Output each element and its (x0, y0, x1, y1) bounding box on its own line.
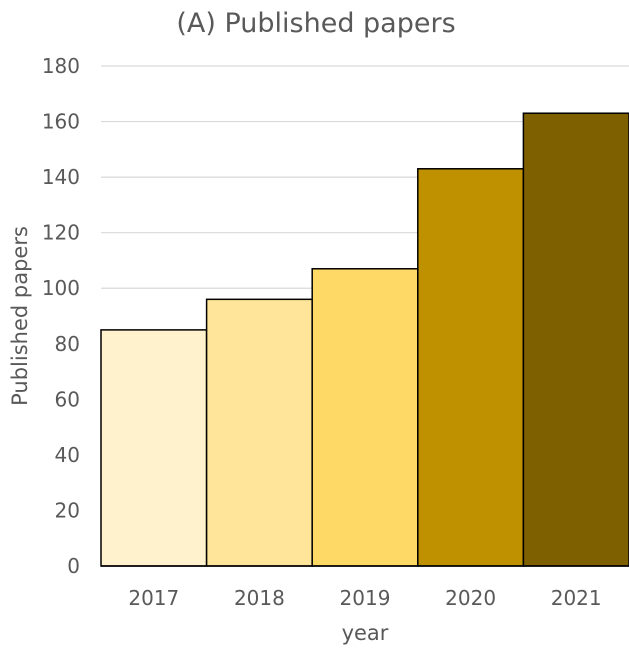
y-tick-label: 20 (55, 498, 80, 522)
bar-2017 (100, 329, 208, 567)
y-tick-label: 160 (42, 110, 80, 134)
x-axis-ticks: 2017 2018 2019 2020 2021 (128, 586, 601, 610)
chart-title: (A) Published papers (176, 8, 455, 39)
y-tick-label: 100 (42, 276, 80, 300)
bar-2018 (205, 298, 313, 567)
bars (100, 112, 629, 567)
bar-2020 (417, 168, 525, 567)
y-tick-label: 140 (42, 165, 80, 189)
x-tick-label: 2019 (340, 586, 391, 610)
x-tick-label: 2021 (551, 586, 602, 610)
y-tick-label: 40 (55, 443, 80, 467)
y-tick-label: 180 (42, 54, 80, 78)
bar-2021 (522, 112, 629, 567)
y-axis-label: Published papers (8, 226, 32, 406)
x-axis-label: year (342, 621, 389, 645)
y-tick-label: 0 (67, 554, 80, 578)
x-tick-label: 2017 (128, 586, 179, 610)
y-axis-ticks: 0 20 40 60 80 100 120 140 160 180 (42, 54, 80, 578)
bar-2019 (311, 268, 419, 567)
y-tick-label: 120 (42, 221, 80, 245)
y-tick-label: 80 (55, 332, 80, 356)
x-tick-label: 2018 (234, 586, 285, 610)
x-tick-label: 2020 (445, 586, 496, 610)
y-tick-label: 60 (55, 387, 80, 411)
